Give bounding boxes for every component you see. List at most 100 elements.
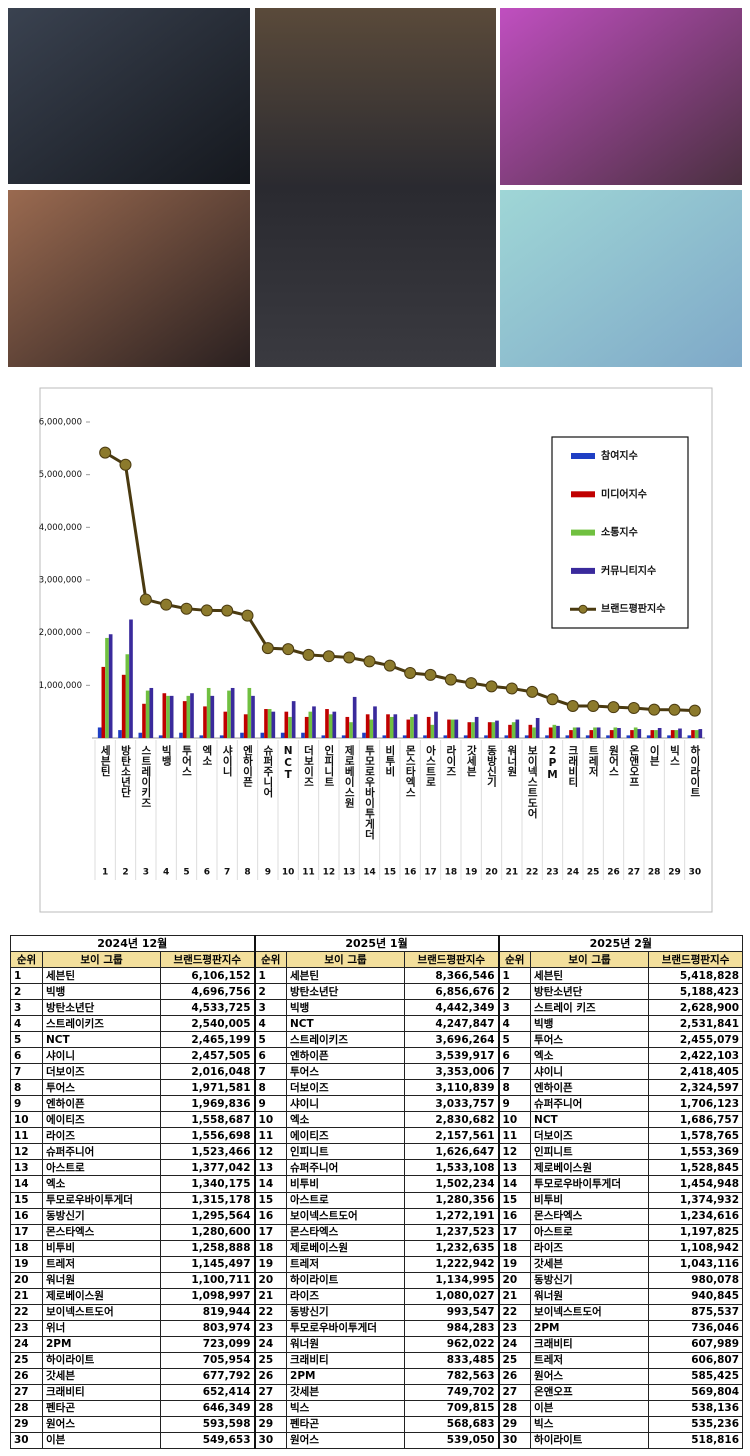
table-row: 9 엔하이픈 1,969,836 9 샤이니 3,033,757 9 슈퍼주니어 1,706,1… <box>10 1095 744 1113</box>
rank-label: 21 <box>506 868 519 878</box>
photo <box>500 8 742 185</box>
y-tick-label: 5,000,000 <box>39 470 82 480</box>
name-cell: 방탄소년단 <box>42 999 161 1017</box>
name-cell: 빅뱅 <box>530 1015 650 1033</box>
name-cell: 크래비티 <box>286 1351 406 1369</box>
name-cell: 슈퍼주니어 <box>530 1095 650 1113</box>
bar <box>362 732 366 738</box>
bar <box>528 724 533 738</box>
bar <box>402 735 407 738</box>
value-cell: 606,807 <box>648 1351 744 1369</box>
bar <box>108 634 113 738</box>
x-tick-label: 아스트로 <box>425 744 437 787</box>
x-tick-label: 2PM <box>547 745 559 781</box>
line-marker <box>302 648 315 661</box>
name-cell: 스트레이키즈 <box>286 1031 406 1049</box>
bar <box>227 690 231 738</box>
line-marker <box>485 680 498 693</box>
name-cell: 에이티즈 <box>286 1127 406 1145</box>
rank-cell: 29 <box>253 1415 288 1433</box>
value-cell: 2,016,048 <box>159 1063 256 1081</box>
table-row: 8 투어스 1,971,581 8 더보이즈 3,110,839 8 엔하이픈 2,324,59… <box>10 1079 744 1097</box>
line-marker <box>526 685 539 698</box>
rank-cell: 18 <box>497 1239 532 1257</box>
x-tick-label: 세븐틴 <box>99 744 111 776</box>
table-row: 4 스트레이키즈 2,540,005 4 NCT 4,247,847 4 빅뱅 2,531,84… <box>10 1015 744 1033</box>
bar <box>491 722 496 738</box>
rank-label: 5 <box>183 868 189 878</box>
rank-cell: 12 <box>253 1143 288 1161</box>
name-cell: 워너원 <box>530 1287 650 1305</box>
line-marker <box>200 604 213 617</box>
rank-cell: 15 <box>10 1191 43 1209</box>
name-cell: 아스트로 <box>42 1159 161 1177</box>
name-cell: 보이넥스트도어 <box>42 1303 161 1321</box>
rank-cell: 28 <box>10 1399 43 1417</box>
bar <box>410 716 414 738</box>
rank-label: 30 <box>689 868 702 878</box>
value-cell: 1,553,369 <box>648 1143 744 1161</box>
name-cell: 더보이즈 <box>286 1079 406 1097</box>
x-tick-label: 투어스 <box>181 745 193 777</box>
bar <box>325 709 329 738</box>
value-cell: 1,374,932 <box>648 1191 744 1209</box>
bar <box>633 727 638 738</box>
bar <box>535 717 540 738</box>
rank-cell: 22 <box>497 1303 532 1321</box>
bar <box>190 693 194 738</box>
bar <box>674 730 679 738</box>
x-tick-label: 인피니트 <box>323 744 335 787</box>
line-marker <box>465 677 478 690</box>
rank-cell: 4 <box>253 1015 288 1033</box>
x-tick-label: 빅뱅 <box>160 744 172 767</box>
value-cell: 3,353,006 <box>404 1063 500 1081</box>
table-row: 24 2PM 723,099 24 워너원 962,022 24 크래비티 607,989 <box>10 1335 744 1353</box>
table-row: 7 더보이즈 2,016,048 7 투어스 3,353,006 7 샤이니 2,418,405 <box>10 1063 744 1081</box>
rank-cell: 10 <box>497 1111 532 1129</box>
bar <box>596 727 601 738</box>
value-cell: 4,442,349 <box>404 999 500 1017</box>
rank-cell: 25 <box>253 1351 288 1369</box>
value-cell: 607,989 <box>648 1335 744 1353</box>
rank-cell: 4 <box>497 1015 532 1033</box>
name-cell: 2PM <box>42 1335 161 1353</box>
name-cell: 샤이니 <box>286 1095 406 1113</box>
rank-cell: 7 <box>10 1063 43 1081</box>
bar <box>630 730 634 738</box>
legend-swatch <box>571 491 595 498</box>
rank-cell: 17 <box>253 1223 288 1241</box>
line-marker <box>261 642 274 655</box>
column-header: 보이 그룹 <box>286 951 406 969</box>
column-header: 브랜드평판지수 <box>648 951 744 969</box>
bar <box>121 674 126 738</box>
value-cell: 2,324,597 <box>648 1079 744 1097</box>
line-marker <box>587 700 600 713</box>
line-marker <box>241 609 254 622</box>
name-cell: 엑소 <box>530 1047 650 1065</box>
month-header: 2025년 1월 <box>253 934 500 953</box>
line-marker <box>282 643 295 656</box>
name-cell: 빅뱅 <box>42 983 161 1001</box>
name-cell: 2PM <box>530 1319 650 1337</box>
name-cell: 엑소 <box>286 1111 406 1129</box>
bar <box>312 706 316 738</box>
name-cell: NCT <box>286 1015 406 1033</box>
bar <box>406 719 411 738</box>
value-cell: 1,377,042 <box>159 1159 256 1177</box>
bar <box>219 735 224 738</box>
rank-label: 8 <box>244 868 250 878</box>
value-cell: 2,422,103 <box>648 1047 744 1065</box>
bar <box>389 716 394 738</box>
bar <box>271 711 276 738</box>
column-header-row: 순위 보이 그룹 브랜드평판지수 순위 보이 그룹 브랜드평판지수 순위 보이 그룹 브랜드평판… <box>10 951 744 969</box>
ranking-table: 2024년 12월 2025년 1월 2025년 2월 순위 보이 그룹 브랜드평판지수 순… <box>9 934 744 1450</box>
bar <box>118 730 122 738</box>
value-cell: 782,563 <box>404 1367 500 1385</box>
legend-label: 참여지수 <box>601 449 638 462</box>
table-row: 2 빅뱅 4,696,756 2 방탄소년단 6,856,676 2 방탄소년단 5,188,4… <box>10 983 744 1001</box>
x-tick-label: 더보이즈 <box>303 744 315 787</box>
bar <box>463 735 468 738</box>
value-cell: 3,539,917 <box>404 1047 500 1065</box>
bar <box>678 728 682 738</box>
rank-cell: 12 <box>497 1143 532 1161</box>
